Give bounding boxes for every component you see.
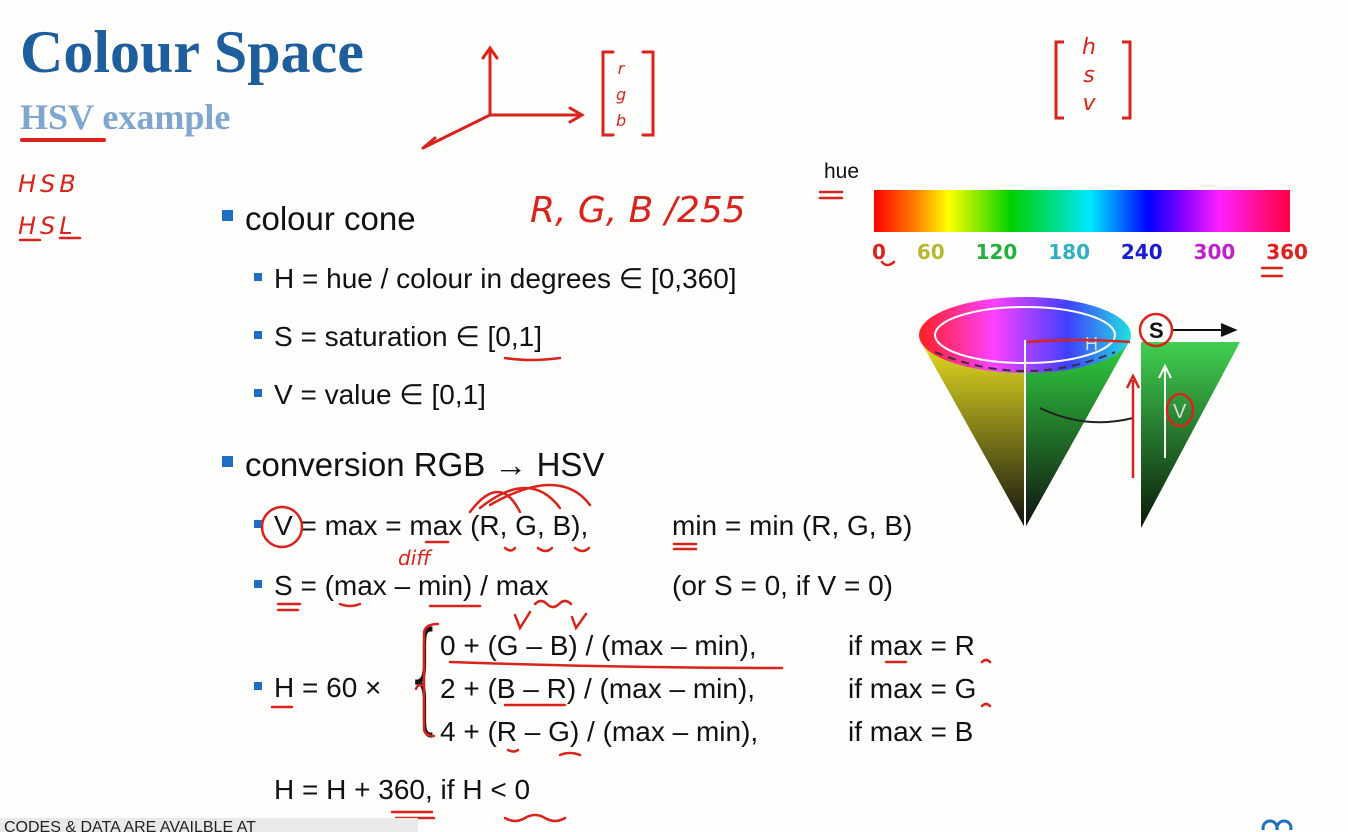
formula-h-case-1: 0 + (G – B) / (max – min), xyxy=(440,630,757,661)
formula-h-case-2: 2 + (B – R) / (max – min), xyxy=(440,673,756,704)
annotation-diff: diff xyxy=(398,546,431,570)
cone-label-v: V xyxy=(1173,401,1187,423)
formula-h-case-3: 4 + (R – G) / (max – min), xyxy=(440,716,759,747)
formula-h-wrap: H = H + 360, if H < 0 xyxy=(274,774,531,805)
hue-ticks: 0 60 120 180 240 300 360 xyxy=(872,240,1308,264)
bullet-saturation: S = saturation ∈ [0,1] xyxy=(254,320,542,353)
hsv-cone-diagram: H S V xyxy=(919,297,1240,528)
formula-min: min = min (R, G, B) xyxy=(672,510,913,541)
slide-subtitle: HSV example xyxy=(20,97,231,137)
ink-underline xyxy=(20,138,106,142)
annotation-hsb: HSB xyxy=(18,170,80,198)
annotation-h: h xyxy=(1082,35,1096,60)
annotation-hsl: HSL xyxy=(18,212,77,240)
annotation-r: r xyxy=(617,59,625,78)
annotation-g: g xyxy=(616,85,627,104)
annotation-hsv-brackets xyxy=(1054,40,1132,120)
bullet-hue: H = hue / colour in degrees ∈ [0,360] xyxy=(254,262,737,295)
bullet-colour-cone: colour cone xyxy=(222,200,416,238)
hue-tick-240: 240 xyxy=(1120,240,1163,264)
formula-s: S = (max – min) / max xyxy=(254,570,549,602)
cone-label-s: S xyxy=(1149,318,1164,343)
cone-label-h: H xyxy=(1085,334,1098,354)
hue-tick-300: 300 xyxy=(1193,240,1236,264)
footer-banner: CODES & DATA ARE AVAILBLE AT xyxy=(0,818,418,832)
bullet-conversion: conversion RGB → HSV xyxy=(222,446,604,484)
slide-title: Colour Space xyxy=(20,19,364,85)
hue-gradient-bar xyxy=(874,190,1290,232)
bullet-value: V = value ∈ [0,1] xyxy=(254,378,486,411)
annotation-b: b xyxy=(616,111,627,130)
formula-h-cond-3: if max = B xyxy=(848,716,974,747)
hue-tick-60: 60 xyxy=(916,240,945,264)
formula-v: V = max = max (R, G, B), xyxy=(254,510,588,542)
annotation-s: s xyxy=(1083,63,1095,88)
formula-h-cond-2: if max = G xyxy=(848,673,977,704)
hue-tick-0: 0 xyxy=(872,240,886,264)
hue-tick-360: 360 xyxy=(1266,240,1308,264)
formula-s-note: (or S = 0, if V = 0) xyxy=(672,570,893,601)
annotation-axes-sketch xyxy=(421,45,655,150)
hue-tick-180: 180 xyxy=(1048,240,1090,264)
annotation-rgb-255: R, G, B /255 xyxy=(530,190,746,231)
formula-h-cond-1: if max = R xyxy=(848,630,975,661)
hue-tick-120: 120 xyxy=(975,240,1018,264)
hue-label: hue xyxy=(824,160,860,183)
annotation-v: v xyxy=(1082,91,1096,116)
formula-h-prefix: H = 60 × xyxy=(254,672,381,704)
